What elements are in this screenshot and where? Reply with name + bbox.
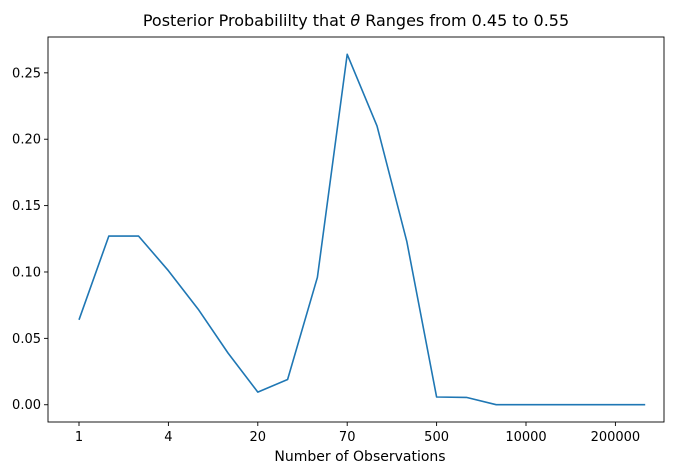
y-tick-label: 0.10 xyxy=(12,265,41,280)
series-line xyxy=(78,53,646,406)
y-tick-label: 0.20 xyxy=(12,133,41,148)
y-tick-label: 0.25 xyxy=(12,66,41,81)
y-tick-label: 0.15 xyxy=(12,199,41,214)
x-tick-label: 500 xyxy=(424,430,449,445)
series-layer xyxy=(78,53,646,406)
x-axis: 1 4 20 70 500 10000 200000 xyxy=(75,422,640,445)
x-axis-label: Number of Observations xyxy=(274,449,445,465)
chart-title: Posterior Probabililty that θ Ranges fro… xyxy=(143,11,569,30)
x-tick-label: 20 xyxy=(250,430,267,445)
y-tick-label: 0.05 xyxy=(12,332,41,347)
y-tick-label: 0.00 xyxy=(12,398,41,413)
x-tick-label: 10000 xyxy=(505,430,546,445)
plot-area xyxy=(47,36,665,423)
x-tick-label: 70 xyxy=(339,430,356,445)
y-axis: 0.00 0.05 0.10 0.15 0.20 0.25 xyxy=(12,66,48,413)
x-tick-label: 4 xyxy=(164,430,172,445)
x-tick-label: 1 xyxy=(75,430,83,445)
x-tick-label: 200000 xyxy=(591,430,641,445)
